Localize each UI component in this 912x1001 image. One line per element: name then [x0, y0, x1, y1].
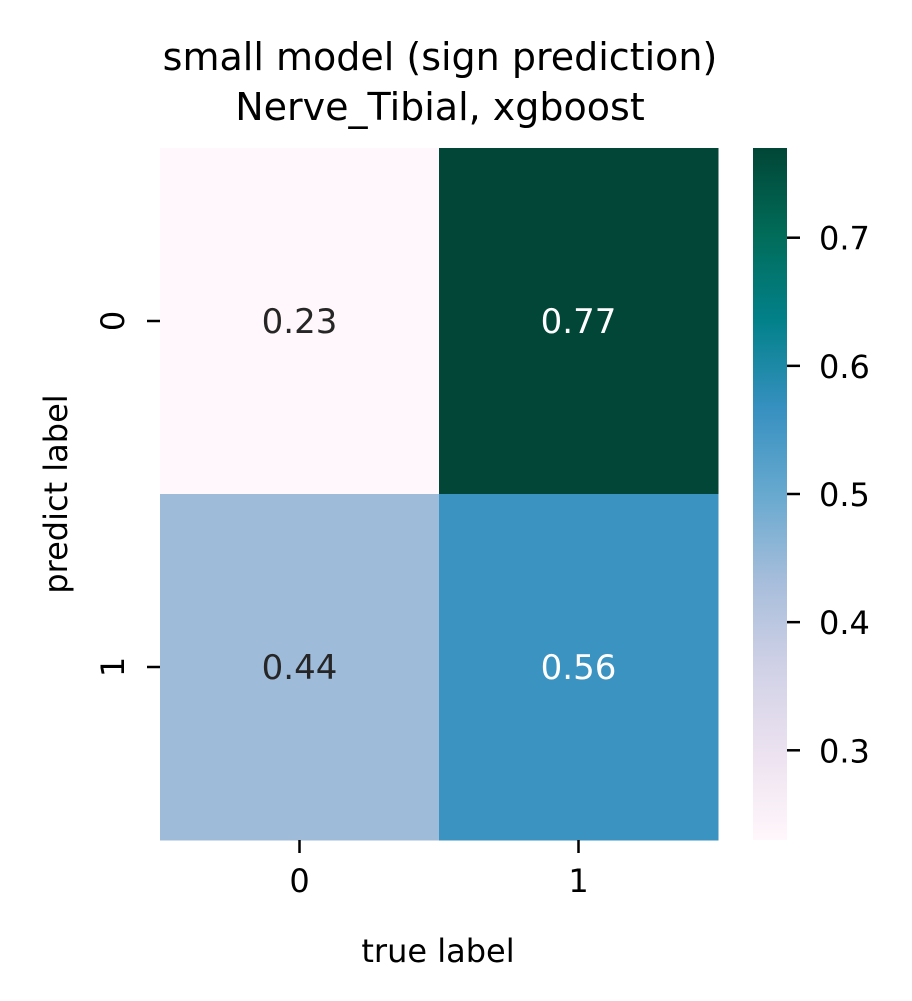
colorbar-tick-label: 0.4 — [819, 604, 870, 642]
x-tick-label: 1 — [568, 862, 588, 900]
chart-subtitle: Nerve_Tibial, xgboost — [235, 85, 645, 129]
cell-value-label: 0.56 — [541, 648, 617, 688]
heatmap-cell — [439, 494, 719, 841]
chart-title: small model (sign prediction) — [163, 35, 718, 79]
heatmap-cells: 0.23 0.77 0.44 0.56 — [160, 148, 719, 841]
colorbar-tick-label: 0.3 — [819, 732, 870, 770]
x-axis-label: true label — [361, 932, 514, 970]
colorbar-tick-label: 0.5 — [819, 476, 870, 514]
x-tick-label: 0 — [289, 862, 309, 900]
colorbar-tick-label: 0.7 — [819, 220, 870, 258]
y-tick-label: 0 — [94, 311, 132, 331]
heatmap-cell — [160, 494, 440, 841]
colorbar-ticks: 0.3 0.4 0.5 0.6 0.7 — [787, 220, 870, 770]
y-tick-label: 1 — [94, 657, 132, 677]
cell-value-label: 0.77 — [541, 302, 617, 342]
y-axis-ticks: 01 — [94, 311, 160, 677]
y-axis-label: predict label — [37, 394, 75, 593]
colorbar — [753, 148, 787, 840]
cell-value-label: 0.23 — [262, 302, 338, 342]
heatmap-cell — [439, 148, 719, 495]
colorbar-tick-label: 0.6 — [819, 348, 870, 386]
heatmap-cell — [160, 148, 440, 495]
cell-value-label: 0.44 — [262, 648, 338, 688]
